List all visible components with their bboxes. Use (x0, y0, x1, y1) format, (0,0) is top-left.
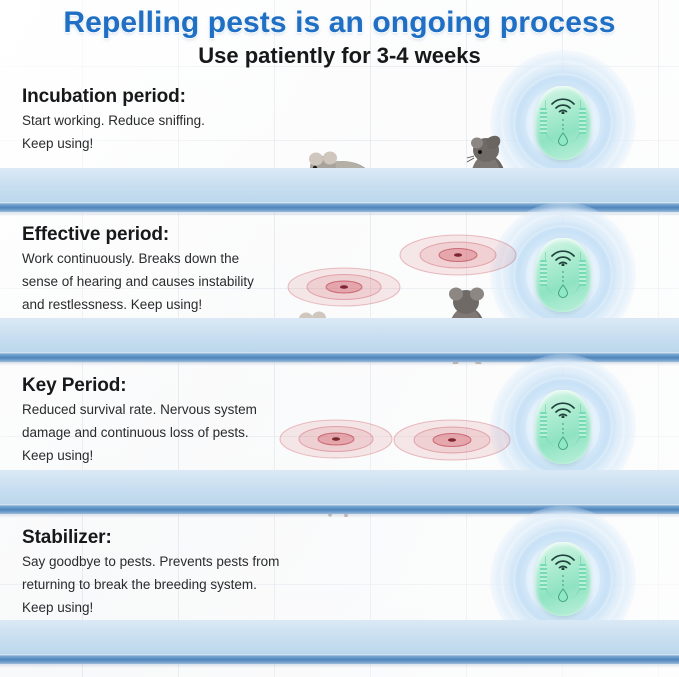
device-vent-right-icon (579, 108, 586, 134)
stage-desc-effective-line1: Work continuously. Breaks down the (22, 251, 240, 266)
stage-desc-key-line3: Keep using! (22, 448, 94, 463)
ultrasonic-wave-icon (551, 250, 575, 266)
stage-text-effective: Effective period: Work continuously. Bre… (22, 224, 254, 315)
device-indicator-dots-icon (562, 119, 564, 130)
ultrasonic-wave-icon (551, 98, 575, 114)
ultrasonic-ripple-icon (279, 419, 393, 459)
floor-band-4 (0, 620, 679, 668)
stage-desc-incubation-line2: Keep using! (22, 136, 94, 151)
ultrasonic-repeller-device-1 (488, 48, 638, 198)
stage-desc-stabilizer-line2: returning to break the breeding system. (22, 577, 257, 592)
device-vent-right-icon (579, 564, 586, 590)
device-led-teardrop-icon (557, 588, 569, 602)
stage-desc-key-line2: damage and continuous loss of pests. (22, 425, 249, 440)
ultrasonic-ripple-icon (287, 267, 401, 307)
stage-title-effective: Effective period: (22, 224, 170, 245)
device-led-teardrop-icon (557, 284, 569, 298)
stage-section-key: Key Period: Reduced survival rate. Nervo… (0, 375, 679, 467)
stage-section-effective: Effective period: Work continuously. Bre… (0, 224, 679, 316)
floor-band-1 (0, 168, 679, 216)
stage-text-key: Key Period: Reduced survival rate. Nervo… (22, 375, 257, 466)
ultrasonic-wave-icon (551, 402, 575, 418)
repeller-body-2 (535, 238, 591, 312)
ultrasonic-repeller-device-2 (488, 200, 638, 350)
device-vent-left-icon (540, 108, 547, 134)
stage-section-stabilizer: Stabilizer: Say goodbye to pests. Preven… (0, 527, 679, 619)
repeller-body-3 (535, 390, 591, 464)
device-vent-left-icon (540, 412, 547, 438)
device-vent-left-icon (540, 564, 547, 590)
stage-title-key: Key Period: (22, 375, 127, 396)
stage-desc-key-line1: Reduced survival rate. Nervous system (22, 402, 257, 417)
page-subtitle: Use patiently for 3-4 weeks (198, 43, 481, 68)
stage-desc-incubation-line1: Start working. Reduce sniffing. (22, 113, 205, 128)
stage-desc-effective-line3: and restlessness. Keep using! (22, 297, 203, 312)
poster-header: Repelling pests is an ongoing process Us… (0, 0, 679, 72)
page-title: Repelling pests is an ongoing process (63, 6, 616, 39)
stage-text-stabilizer: Stabilizer: Say goodbye to pests. Preven… (22, 527, 279, 618)
device-indicator-dots-icon (562, 575, 564, 586)
stage-desc-stabilizer-line3: Keep using! (22, 600, 94, 615)
device-vent-right-icon (579, 412, 586, 438)
stage-desc-effective-line2: sense of hearing and causes instability (22, 274, 254, 289)
stage-title-stabilizer: Stabilizer: (22, 527, 112, 548)
device-vent-left-icon (540, 260, 547, 286)
ultrasonic-ripple-icon (399, 234, 517, 276)
stage-desc-stabilizer-line1: Say goodbye to pests. Prevents pests fro… (22, 554, 280, 569)
floor-band-3 (0, 470, 679, 518)
ultrasonic-ripple-icon (393, 419, 511, 461)
repeller-body-1 (535, 86, 591, 160)
stage-title-incubation: Incubation period: (22, 86, 186, 107)
floor-band-2 (0, 318, 679, 366)
device-indicator-dots-icon (562, 423, 564, 434)
device-indicator-dots-icon (562, 271, 564, 282)
device-led-teardrop-icon (557, 132, 569, 146)
stage-section-incubation: Incubation period: Start working. Reduce… (0, 86, 679, 168)
repeller-body-4 (535, 542, 591, 616)
stage-text-incubation: Incubation period: Start working. Reduce… (22, 86, 205, 154)
device-vent-right-icon (579, 260, 586, 286)
ultrasonic-wave-icon (551, 554, 575, 570)
device-led-teardrop-icon (557, 436, 569, 450)
